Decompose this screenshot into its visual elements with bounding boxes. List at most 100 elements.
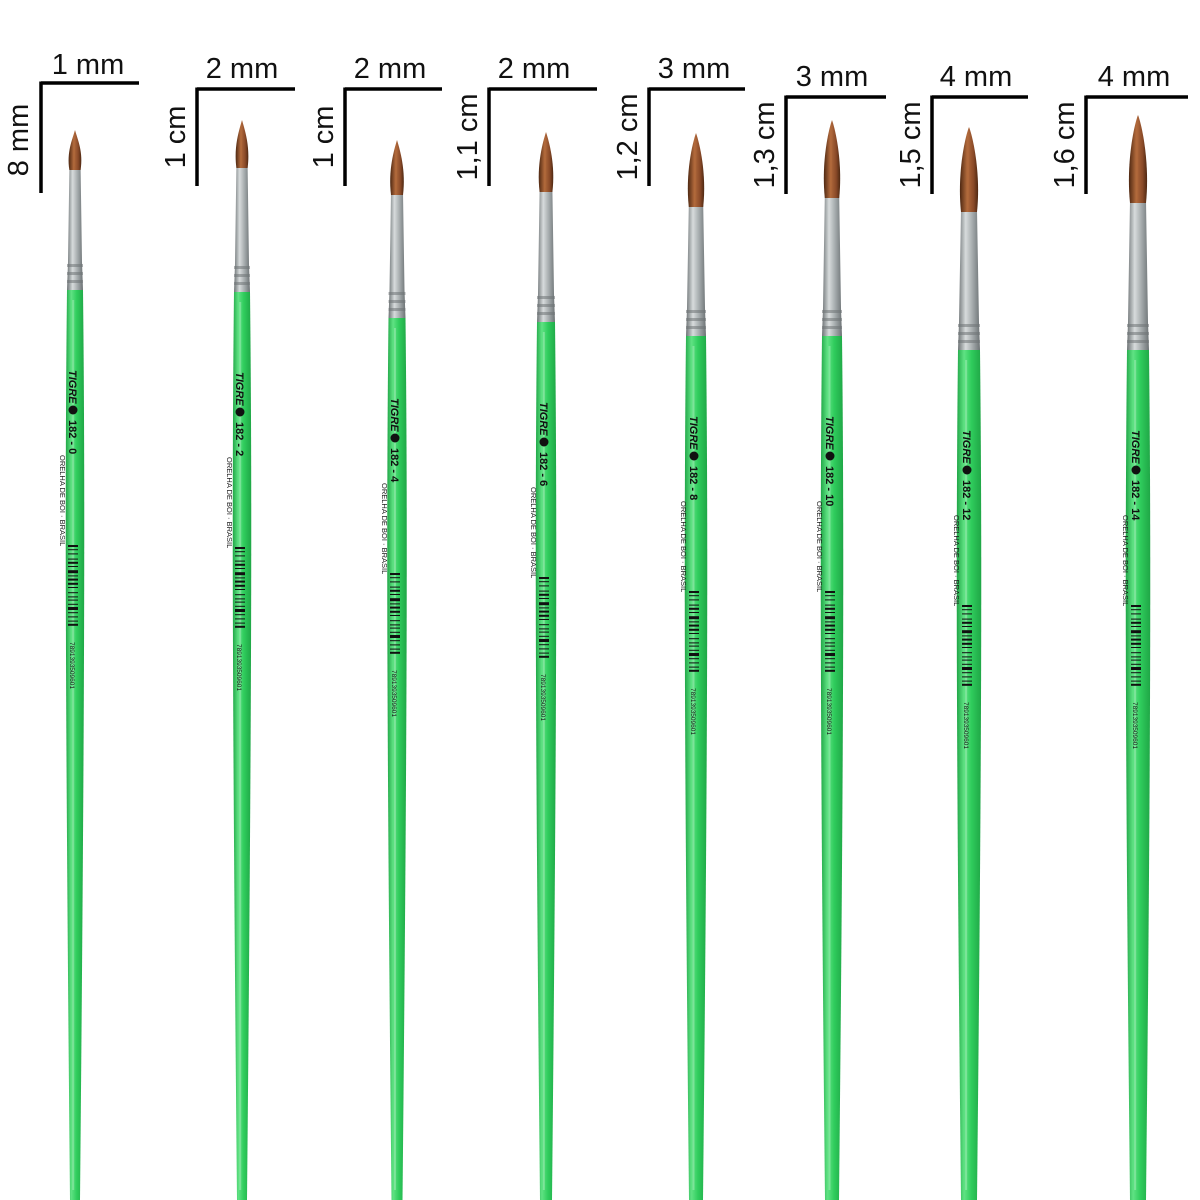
description-label: ORELHA DE BOI · BRASIL	[380, 483, 389, 574]
tiger-logo-icon	[235, 407, 245, 417]
ferrule-crimp	[537, 304, 555, 307]
barcode-number: 7891393509601	[390, 670, 397, 717]
bristle-strand	[395, 145, 398, 192]
handle-highlight	[72, 300, 75, 1190]
description-label: ORELHA DE BOI · BRASIL	[225, 457, 234, 548]
ferrule	[1127, 201, 1149, 350]
ferrule-crimp	[958, 332, 980, 335]
height-label: 1,1 cm	[452, 93, 484, 180]
ferrule-crimp	[1127, 332, 1149, 335]
barcode	[390, 573, 400, 654]
ferrule-crimp	[822, 310, 842, 313]
dimension-bracket: 2 mm 1 cm	[308, 53, 442, 186]
bristle-strand	[544, 137, 547, 189]
bristle-strand	[967, 132, 970, 209]
width-label: 3 mm	[796, 61, 869, 93]
barcode	[962, 605, 972, 686]
ferrule-crimp	[537, 312, 555, 315]
height-label: 1 cm	[160, 106, 192, 169]
bristle-strand	[694, 138, 697, 204]
ferrule-crimp	[686, 310, 706, 313]
ferrule-crimp	[822, 318, 842, 321]
brand-label: TIGRE	[233, 372, 245, 406]
handle	[387, 318, 407, 1200]
ferrule-crimp	[234, 282, 250, 285]
handle	[65, 290, 85, 1200]
bristle-strand	[73, 135, 76, 167]
ferrule-crimp	[388, 300, 406, 303]
handle	[232, 292, 252, 1200]
model-label: 182 - 10	[823, 466, 835, 506]
description-label: ORELHA DE BOI · BRASIL	[529, 487, 538, 578]
ferrule	[686, 205, 706, 336]
description-label: ORELHA DE BOI · BRASIL	[679, 501, 688, 592]
handle	[1125, 350, 1151, 1200]
model-label: 182 - 2	[233, 422, 245, 456]
dimension-bracket: 3 mm 1,3 cm	[749, 61, 886, 194]
barcode-number: 7891393509601	[235, 644, 242, 691]
dimension-bracket: 4 mm 1,6 cm	[1049, 61, 1188, 194]
dimension-bracket: 2 mm 1 cm	[160, 53, 295, 186]
ferrule	[537, 190, 555, 322]
bristle-strand	[240, 125, 243, 165]
handle	[820, 336, 844, 1200]
ferrule	[958, 210, 980, 350]
handle	[535, 322, 557, 1200]
ferrule-crimp	[822, 326, 842, 329]
handle-highlight	[692, 346, 695, 1190]
ferrule-crimp	[67, 264, 83, 267]
description-label: ORELHA DE BOI · BRASIL	[1121, 515, 1130, 606]
brand-label: TIGRE	[823, 416, 835, 450]
width-label: 2 mm	[354, 53, 427, 85]
tiger-logo-icon	[689, 451, 699, 461]
tiger-logo-icon	[825, 451, 835, 461]
width-label: 4 mm	[1098, 61, 1171, 93]
ferrule-crimp	[1127, 324, 1149, 327]
height-label: 1,5 cm	[895, 101, 927, 188]
width-label: 3 mm	[658, 53, 731, 85]
barcode	[235, 547, 245, 628]
model-label: 182 - 12	[960, 480, 972, 520]
ferrule-crimp	[958, 340, 980, 343]
width-label: 2 mm	[498, 53, 571, 85]
description-label: ORELHA DE BOI · BRASIL	[952, 515, 961, 606]
barcode-number: 7891393509601	[68, 642, 75, 689]
brand-label: TIGRE	[537, 402, 549, 436]
tiger-logo-icon	[962, 465, 972, 475]
handle-highlight	[1134, 360, 1137, 1190]
description-label: ORELHA DE BOI · BRASIL	[815, 501, 824, 592]
handle-highlight	[239, 302, 242, 1190]
ferrule	[234, 166, 250, 292]
barcode-number: 7891393509601	[962, 702, 969, 749]
handle-highlight	[828, 346, 831, 1190]
handle-highlight	[542, 332, 545, 1190]
barcode	[1131, 605, 1141, 686]
ferrule-crimp	[234, 274, 250, 277]
brand-label: TIGRE	[960, 430, 972, 464]
barcode	[689, 591, 699, 672]
ferrule-crimp	[388, 308, 406, 311]
model-label: 182 - 4	[388, 448, 400, 483]
height-label: 1,3 cm	[749, 101, 781, 188]
tiger-logo-icon	[539, 437, 549, 447]
ferrule-crimp	[686, 318, 706, 321]
height-label: 8 mm	[3, 104, 35, 177]
ferrule	[388, 193, 406, 318]
dimension-bracket: 3 mm 1,2 cm	[612, 53, 745, 186]
brand-label: TIGRE	[66, 370, 78, 404]
tiger-logo-icon	[390, 433, 400, 443]
brand-label: TIGRE	[687, 416, 699, 450]
ferrule-crimp	[234, 266, 250, 269]
